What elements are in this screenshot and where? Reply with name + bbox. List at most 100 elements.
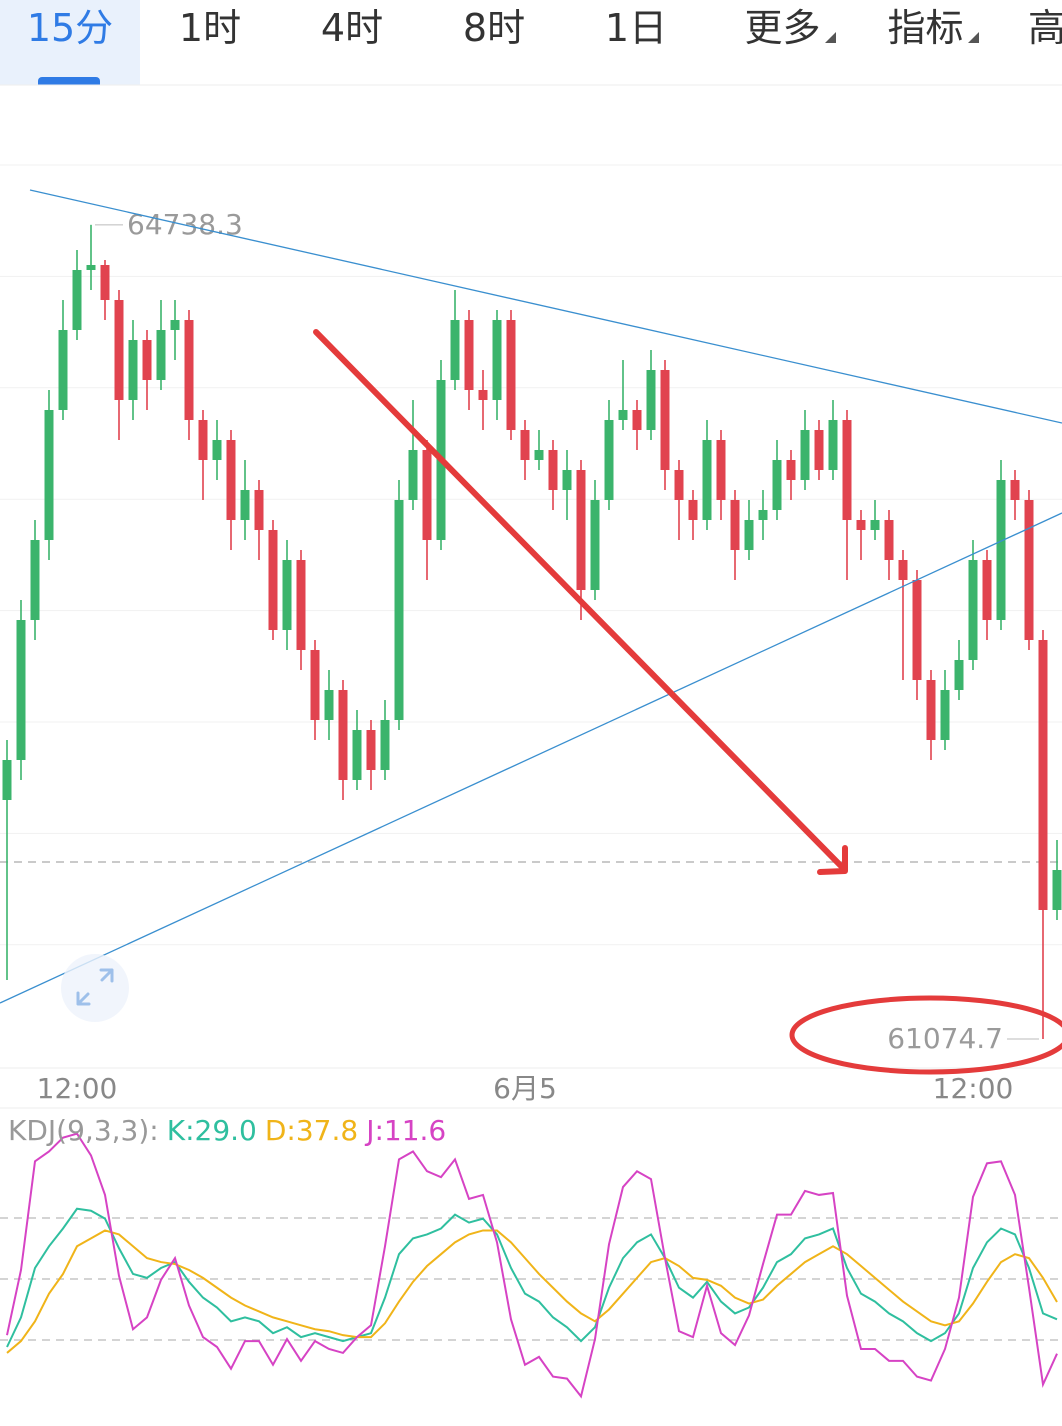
candle-body: [464, 320, 474, 390]
indicator-title: KDJ(9,3,3):: [8, 1114, 159, 1147]
candle-body: [660, 370, 670, 470]
indicator-line: [6, 1207, 1058, 1348]
tab[interactable]: 更多: [725, 0, 855, 85]
candle-body: [996, 480, 1006, 620]
candle-body: [156, 330, 166, 380]
candle-body: [940, 690, 950, 740]
candle-body: [786, 460, 796, 480]
low-label: 61074.7: [887, 1022, 1003, 1055]
candle-body: [240, 490, 250, 520]
grid: [0, 84, 1062, 1341]
candle-body: [366, 730, 376, 770]
candle-body: [324, 690, 334, 720]
candle-body: [562, 470, 572, 490]
candle-body: [688, 500, 698, 520]
candle-body: [1010, 480, 1020, 500]
candle-body: [548, 450, 558, 490]
candle-body: [646, 370, 656, 430]
candle-body: [128, 340, 138, 400]
candle-body: [422, 450, 432, 540]
candle-body: [814, 430, 824, 470]
candle-body: [674, 470, 684, 500]
candle-body: [2, 760, 12, 800]
candle-body: [800, 430, 810, 480]
candle-body: [380, 720, 390, 770]
candle-body: [716, 440, 726, 500]
trend-line: [29, 189, 1062, 424]
indicator-legend: KDJ(9,3,3): K:29.0 D:37.8 J:11.6: [8, 1114, 446, 1147]
candle-body: [296, 560, 306, 650]
highlight-ellipse: [789, 995, 1062, 1075]
candle-body: [394, 500, 404, 720]
arrow-head: [817, 845, 848, 875]
tab-label: 8时: [462, 6, 526, 50]
candle-body: [268, 530, 278, 630]
candle-body: [828, 420, 838, 470]
candle-body: [44, 410, 54, 540]
candle-body: [478, 390, 488, 400]
candle-body: [1024, 500, 1034, 640]
overlay: [0, 189, 1062, 1075]
candle-body: [352, 730, 362, 780]
tab[interactable]: 1日: [576, 0, 696, 85]
candle-body: [870, 520, 880, 530]
candle-body: [954, 660, 964, 690]
candle-body: [72, 270, 82, 330]
candle-body: [506, 320, 516, 430]
candle-body: [198, 420, 208, 460]
candle-body: [576, 470, 586, 590]
candle-body: [100, 265, 110, 300]
candle-body: [618, 410, 628, 420]
candle-body: [114, 300, 124, 400]
candle-body: [982, 560, 992, 620]
tab-label: 指标: [887, 6, 964, 50]
candle-body: [492, 320, 502, 400]
tab-label: 1日: [604, 6, 668, 50]
candle-body: [338, 690, 348, 780]
expand-button[interactable]: [61, 954, 129, 1022]
candle-body: [254, 490, 264, 530]
candle-body: [226, 440, 236, 520]
candle-body: [898, 560, 908, 580]
x-tick-label: 6月5: [493, 1072, 557, 1105]
candle-body: [772, 460, 782, 510]
indicator-line: [6, 1229, 1058, 1354]
tab[interactable]: 指标: [868, 0, 998, 85]
indicator-line: [6, 1132, 1058, 1399]
candle-body: [590, 500, 600, 590]
tab[interactable]: 1时: [150, 0, 270, 85]
tab[interactable]: 15分: [0, 0, 140, 85]
candle-body: [520, 430, 530, 460]
trend-line: [0, 512, 1062, 1004]
candle-body: [282, 560, 292, 630]
tab-label: 1时: [178, 6, 242, 50]
candle-body: [310, 650, 320, 720]
candle-body: [912, 580, 922, 680]
tab-label: 15分: [26, 6, 114, 50]
candle-body: [968, 560, 978, 660]
x-tick-label: 12:00: [933, 1072, 1014, 1105]
candle-body: [142, 340, 152, 380]
candle-body: [16, 620, 26, 760]
candle-body: [702, 440, 712, 520]
candle-body: [744, 520, 754, 550]
timeframe-tabs: 15分 1时 4时 8时 1日 更多 指标 高: [0, 0, 1062, 85]
legend-k: K:29.0: [167, 1114, 257, 1147]
candle-body: [632, 410, 642, 430]
candle-body: [170, 320, 180, 330]
candle-body: [884, 520, 894, 560]
candle-body: [212, 440, 222, 460]
tab[interactable]: 4时: [292, 0, 412, 85]
tab-label: 4时: [320, 6, 384, 50]
tab[interactable]: 8时: [434, 0, 554, 85]
candle-body: [58, 330, 68, 410]
tab[interactable]: 高: [1010, 0, 1062, 85]
candle-body: [534, 450, 544, 460]
candle-body: [1052, 870, 1062, 910]
candle-body: [730, 500, 740, 550]
x-tick-label: 12:00: [37, 1072, 118, 1105]
tab-label: 更多: [744, 6, 821, 50]
candle-body: [408, 450, 418, 500]
